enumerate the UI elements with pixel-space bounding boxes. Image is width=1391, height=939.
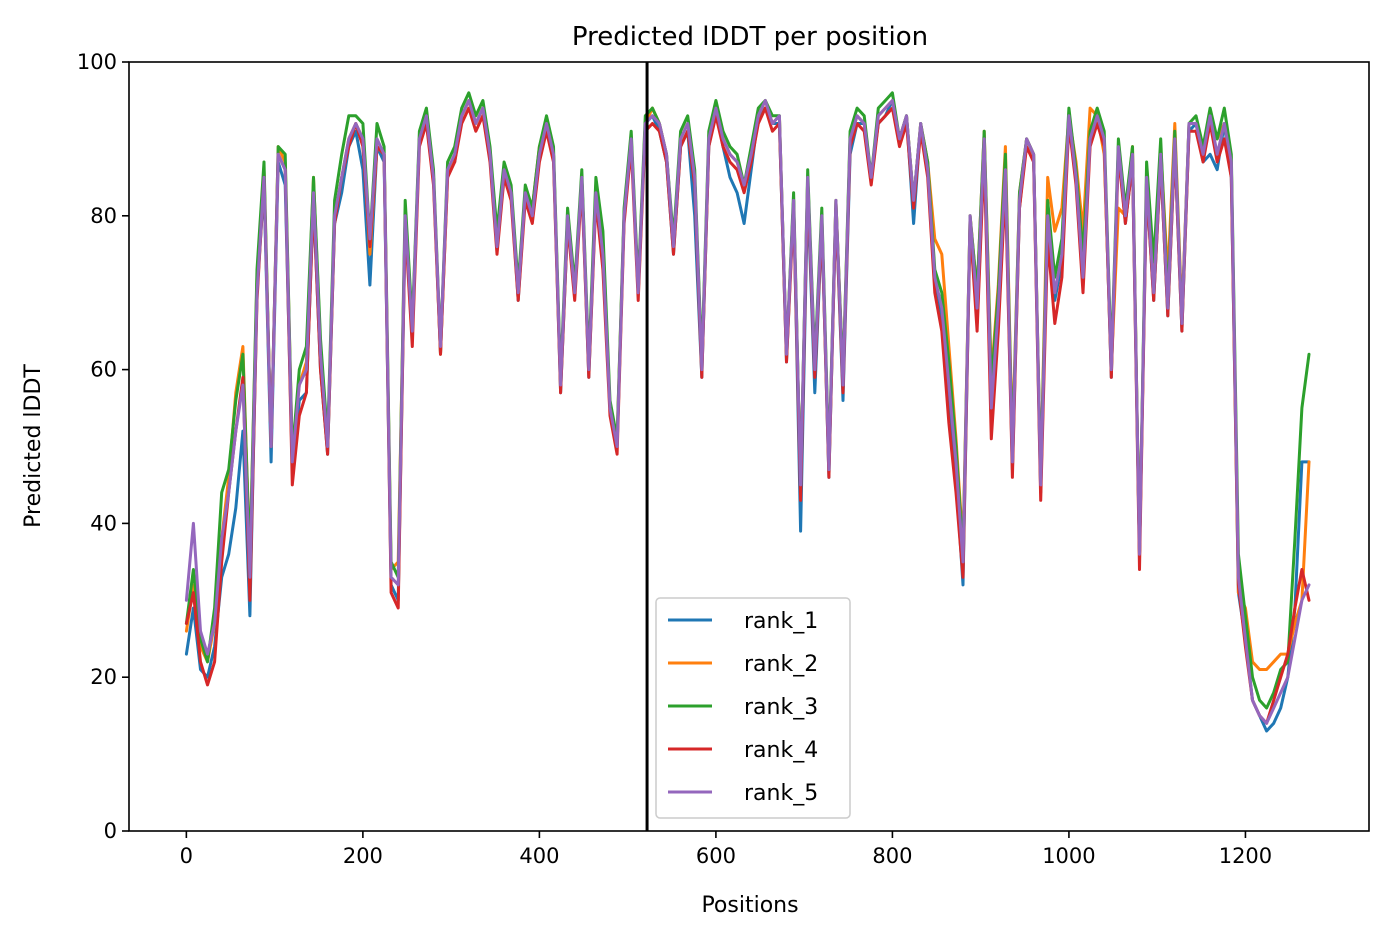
x-axis-title: Positions (701, 893, 798, 918)
legend-label: rank_1 (744, 609, 818, 634)
legend: rank_1 rank_2 rank_3 rank_4 rank_5 (655, 597, 851, 819)
legend-label: rank_3 (744, 695, 818, 720)
y-tick-label: 80 (90, 204, 117, 228)
legend-label: rank_2 (744, 652, 818, 677)
x-tick-label: 200 (343, 844, 383, 868)
legend-label: rank_5 (744, 781, 818, 806)
x-tick-label: 1000 (1042, 844, 1095, 868)
y-tick-label: 60 (90, 358, 117, 382)
y-tick-label: 0 (104, 819, 117, 843)
x-tick-label: 800 (872, 844, 912, 868)
x-tick-label: 0 (180, 844, 193, 868)
series-line-rank-5 (184, 99, 1311, 725)
legend-box (655, 597, 851, 819)
y-axis-title: Predicted lDDT (21, 364, 46, 528)
x-tick-label: 400 (519, 844, 559, 868)
chart-title: Predicted lDDT per position (572, 22, 928, 52)
y-tick-label: 100 (77, 50, 117, 74)
y-tick-label: 20 (90, 665, 117, 689)
plot-frame (128, 61, 1370, 832)
plot-area (184, 62, 1311, 831)
x-axis: 0 200 400 600 800 1000 1200 (180, 831, 1272, 868)
y-tick-label: 40 (90, 511, 117, 535)
legend-label: rank_4 (744, 738, 818, 763)
y-axis: 0 20 40 60 80 100 (77, 50, 129, 843)
x-tick-label: 1200 (1219, 844, 1272, 868)
x-tick-label: 600 (696, 844, 736, 868)
